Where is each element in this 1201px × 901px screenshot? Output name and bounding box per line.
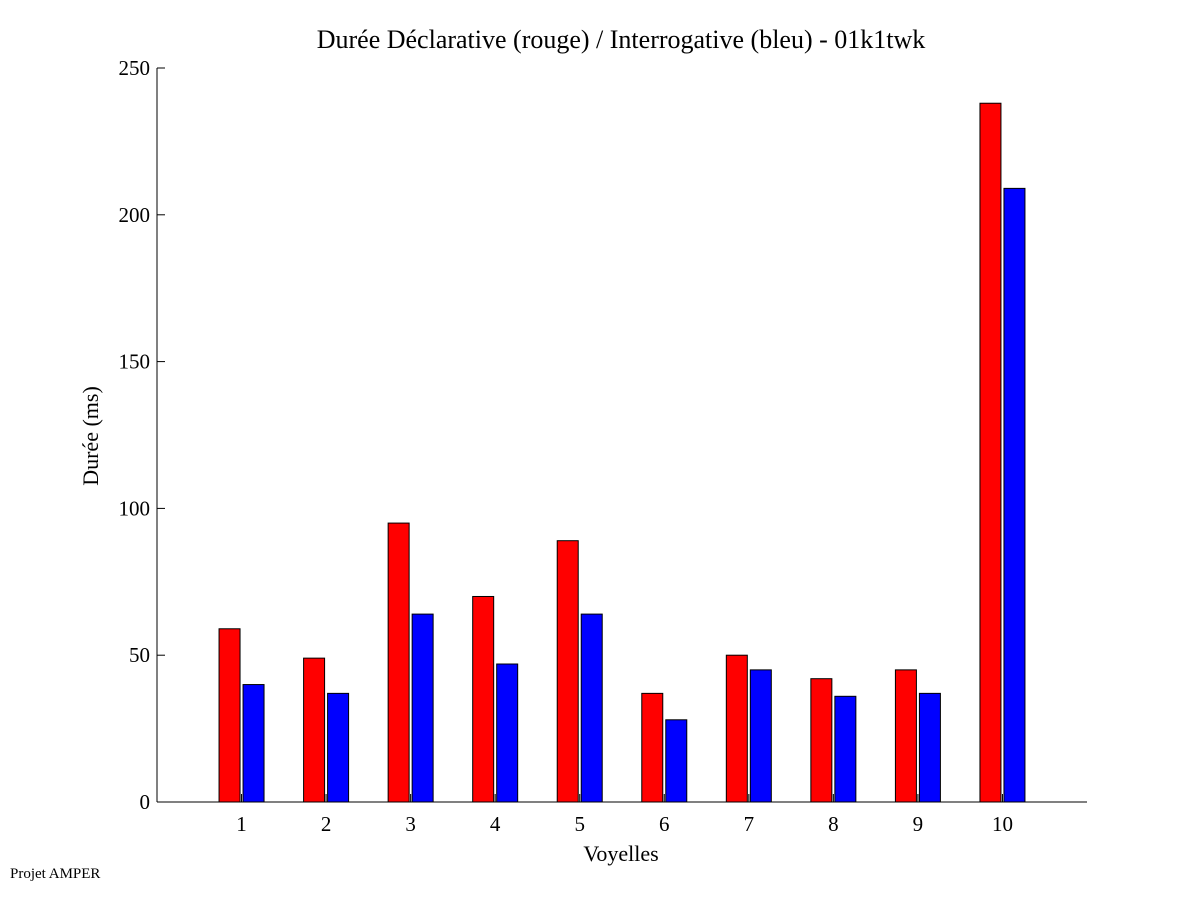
bar-series1-4 [472,595,495,803]
x-tick-label-1: 1 [236,812,247,836]
bar-series1-8 [810,678,833,803]
y-tick-label-150: 150 [119,350,151,374]
x-tick-label-3: 3 [405,812,416,836]
x-tick-label-2: 2 [321,812,332,836]
y-tick-label-50: 50 [129,643,150,667]
plot-area: 0 50 100 150 200 250 1 2 3 4 5 6 7 8 9 10 [119,56,1087,836]
y-tick-label-0: 0 [140,790,151,814]
x-tick-label-10: 10 [992,812,1013,836]
bar-series1-5 [556,540,579,803]
x-tick-label-7: 7 [744,812,755,836]
bar-series2-3 [411,613,434,803]
bar-series1-1 [218,628,241,803]
bar-series2-9 [918,692,941,803]
bar-series1-6 [641,692,664,803]
chart-title: Durée Déclarative (rouge) / Interrogativ… [317,25,926,54]
bar-series2-7 [749,669,772,803]
y-tick-label-250: 250 [119,56,151,80]
bar-series1-3 [387,522,410,803]
bar-series2-2 [327,692,350,803]
bar-series2-4 [496,663,519,803]
bar-series2-8 [834,695,857,803]
bar-series1-7 [725,654,748,803]
footer-credit: Projet AMPER [10,866,100,882]
bar-series1-2 [303,657,326,803]
x-tick-label-8: 8 [828,812,839,836]
bar-series2-1 [242,684,265,803]
x-axis-label: Voyelles [583,841,658,866]
x-tick-label-6: 6 [659,812,670,836]
bar-series1-9 [894,669,917,803]
x-tick-label-5: 5 [574,812,585,836]
y-axis-label: Durée (ms) [78,386,103,486]
bar-series1-10 [979,102,1002,803]
bar-series2-6 [665,719,688,803]
bar-series2-10 [1003,187,1026,803]
y-tick-label-200: 200 [119,203,151,227]
y-tick-label-100: 100 [119,496,151,520]
x-tick-label-4: 4 [490,812,501,836]
bar-series2-5 [580,613,603,803]
x-tick-label-9: 9 [913,812,924,836]
